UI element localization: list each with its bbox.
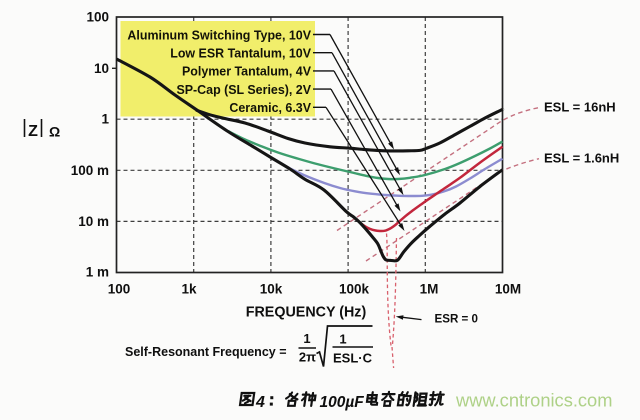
svg-text:www.cntronics.com: www.cntronics.com: [455, 390, 612, 411]
svg-text:100 m: 100 m: [71, 163, 109, 178]
svg-text:10k: 10k: [260, 282, 283, 297]
svg-text:ESL = 16nH: ESL = 16nH: [544, 100, 616, 115]
svg-text:10: 10: [94, 61, 109, 76]
svg-text:Z: Z: [28, 123, 38, 140]
svg-text:Polymer Tantalum, 4V: Polymer Tantalum, 4V: [182, 65, 312, 79]
svg-text:Self-Resonant Frequency =: Self-Resonant Frequency =: [125, 345, 287, 359]
svg-text:FREQUENCY (Hz): FREQUENCY (Hz): [246, 305, 367, 321]
svg-text:4: 4: [255, 394, 265, 411]
svg-text:1: 1: [101, 112, 109, 127]
svg-text:1 m: 1 m: [86, 265, 109, 280]
svg-text:100k: 100k: [339, 282, 370, 297]
svg-text:ESL = 1.6nH: ESL = 1.6nH: [544, 151, 619, 166]
svg-text:Aluminum Switching Type, 10V: Aluminum Switching Type, 10V: [127, 29, 311, 43]
svg-text:10 m: 10 m: [78, 214, 109, 229]
svg-text:ESL·C: ESL·C: [333, 351, 373, 366]
svg-text:Ω: Ω: [49, 124, 60, 140]
svg-text:1: 1: [339, 332, 346, 347]
svg-text:SP-Cap (SL Series), 2V: SP-Cap (SL Series), 2V: [176, 83, 311, 97]
svg-text:100: 100: [108, 282, 131, 297]
svg-text:Low ESR Tantalum, 10V: Low ESR Tantalum, 10V: [170, 47, 311, 61]
svg-text:1: 1: [303, 331, 310, 346]
svg-text:2π: 2π: [299, 350, 316, 365]
svg-text:ESR = 0: ESR = 0: [435, 313, 479, 326]
svg-text:100µF: 100µF: [320, 394, 365, 411]
svg-text:1M: 1M: [420, 282, 439, 297]
svg-text:1k: 1k: [181, 282, 197, 297]
svg-text:Ceramic, 6.3V: Ceramic, 6.3V: [229, 101, 311, 115]
svg-text:10M: 10M: [495, 282, 521, 297]
svg-text:100: 100: [86, 10, 109, 25]
